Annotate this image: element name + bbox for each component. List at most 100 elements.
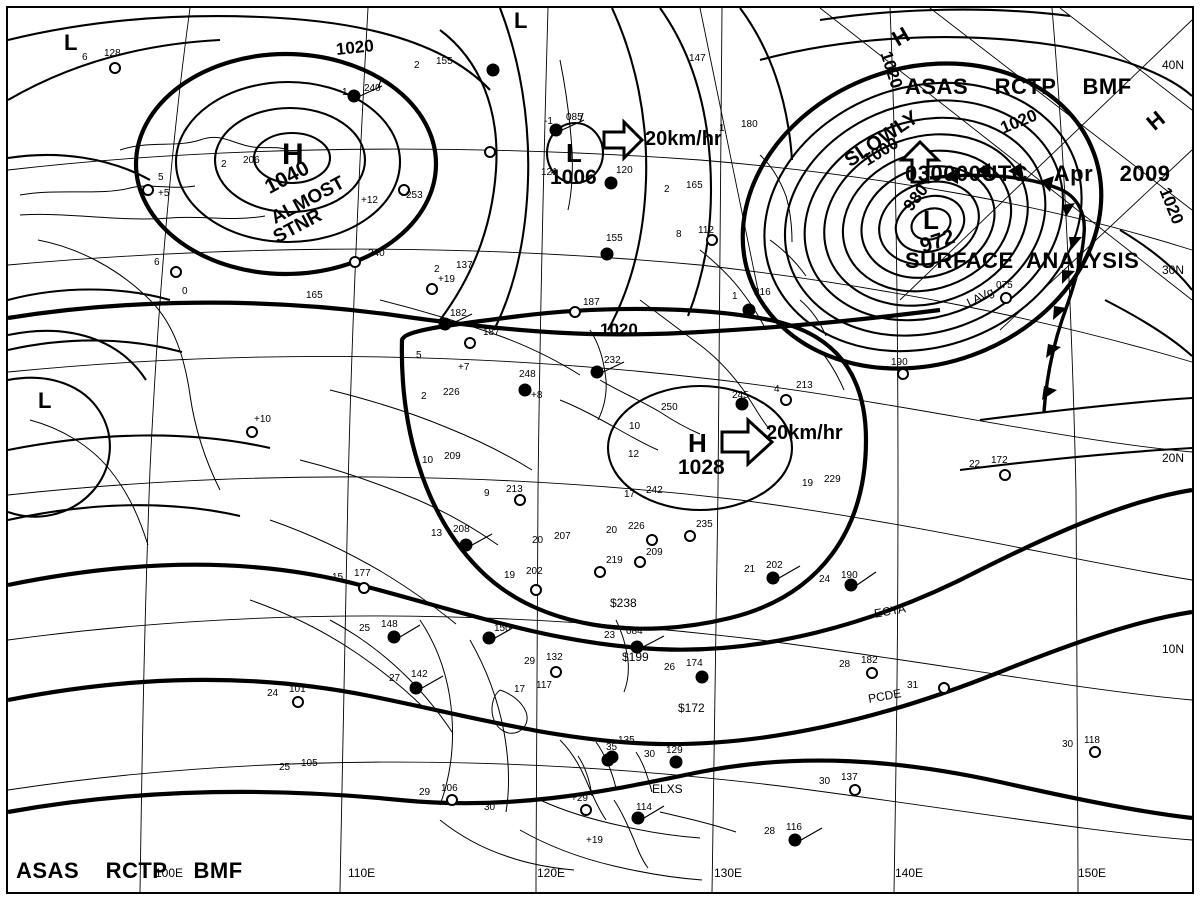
station-id: 29 (419, 787, 431, 798)
station-id: 2 (421, 391, 427, 402)
map-border (6, 6, 1194, 894)
station-value: +8 (531, 390, 543, 401)
high-1028-motion-label: 20km/hr (766, 422, 843, 444)
station-value: 242 (646, 485, 663, 496)
station-value: 240 (368, 248, 385, 259)
station-value: 129 (666, 745, 683, 756)
station-value: 226 (443, 387, 460, 398)
station-value: 101 (289, 684, 306, 695)
header-line-1: ASAS RCTP BMF (905, 74, 1132, 100)
pressure-center-low-1006-symbol: L (566, 138, 582, 168)
station-value: 253 (406, 190, 423, 201)
station-value: 148 (381, 619, 398, 630)
station-id: 22 (969, 459, 981, 470)
station-value: 165 (306, 290, 323, 301)
station-value: 209 (444, 451, 461, 462)
station-value: 235 (696, 519, 713, 530)
station-value: +19 (586, 835, 603, 846)
station-value: 105 (301, 758, 318, 769)
pressure-center-high-1028-value: 1028 (678, 456, 725, 479)
latitude-tick-label: 40N (1162, 58, 1185, 72)
station-value: 182 (450, 308, 467, 319)
station-value: 150 (494, 623, 511, 634)
station-value: +10 (254, 414, 271, 425)
station-id: 27 (389, 673, 401, 684)
station-value: 213 (796, 380, 813, 391)
station-id: 28 (839, 659, 851, 670)
station-id: 15 (332, 572, 344, 583)
station-value: 085 (566, 112, 583, 123)
pressure-center-high-1040-symbol: H (282, 138, 304, 171)
station-value: 182 (861, 655, 878, 666)
station-id: 30 (1062, 739, 1074, 750)
pressure-center-low-left-mid-symbol: L (38, 388, 52, 413)
station-value: 187 (483, 327, 500, 338)
station-id: 30 (644, 749, 656, 760)
station-value: 165 (686, 180, 703, 191)
station-id: 19 (802, 478, 814, 489)
station-value: 121 (541, 167, 558, 178)
region-label-s199: $199 (622, 650, 649, 664)
station-value: +7 (458, 362, 470, 373)
station-id: 6 (82, 52, 88, 63)
station-id: 1 (719, 123, 725, 134)
station-value: 216 (754, 287, 771, 298)
latitude-tick-label: 10N (1162, 642, 1185, 656)
station-id: -1 (544, 116, 553, 127)
station-value: 177 (354, 568, 371, 579)
station-id: 26 (664, 662, 676, 673)
station-value: 202 (766, 560, 783, 571)
station-id: 10 (422, 455, 434, 466)
station-value: 190 (841, 570, 858, 581)
station-value: 207 (554, 531, 571, 542)
station-value: 106 (441, 783, 458, 794)
station-value: 112 (698, 225, 714, 236)
station-value: 120 (616, 165, 633, 176)
station-value: 5 (158, 172, 164, 183)
station-value: 132 (546, 652, 563, 663)
station-id: 12 (628, 449, 640, 460)
latitude-tick-label: 30N (1162, 263, 1185, 277)
station-id: 20 (532, 535, 544, 546)
pressure-center-low-972-symbol: L (923, 205, 939, 235)
station-id: 17 (624, 489, 636, 500)
station-id: 24 (267, 688, 279, 699)
station-id: 30 (484, 802, 496, 813)
station-value: 137 (841, 772, 858, 783)
footer-title-block: ASAS RCTP BMF 030000UTC Apr 2009 SURFACE… (16, 798, 282, 900)
station-value: 213 (506, 484, 523, 495)
station-value: +19 (438, 274, 455, 285)
pressure-center-low-left-top-symbol: L (64, 30, 78, 55)
station-value: 137 (456, 260, 473, 271)
station-value: 172 (991, 455, 1008, 466)
station-id: 25 (359, 623, 371, 634)
station-value: 116 (786, 822, 802, 833)
longitude-tick-label: 110E (348, 866, 376, 880)
pressure-center-low-1006-value: 1006 (550, 166, 597, 189)
station-value: 180 (741, 119, 758, 130)
station-value: 226 (628, 521, 645, 532)
station-id: 2 (434, 264, 440, 275)
station-id: 2 (664, 184, 670, 195)
station-value: 174 (686, 658, 703, 669)
station-value: 202 (526, 566, 543, 577)
station-id: 28 (764, 826, 776, 837)
station-value: 0 (182, 286, 188, 297)
longitude-tick-label: 100E (155, 866, 184, 880)
station-id: 2 (414, 60, 420, 71)
station-value: 147 (689, 53, 706, 64)
station-id: 1 (342, 87, 348, 98)
station-id: 31 (907, 680, 919, 691)
station-id: 10 (629, 421, 641, 432)
station-value: 118 (1084, 735, 1100, 746)
station-id: 21 (744, 564, 756, 575)
station-id: 8 (676, 229, 682, 240)
station-value: 209 (646, 547, 663, 558)
station-id: 9 (484, 488, 490, 499)
longitude-tick-label: 120E (537, 866, 566, 880)
station-id: 25 (279, 762, 291, 773)
station-id: 19 (504, 570, 516, 581)
